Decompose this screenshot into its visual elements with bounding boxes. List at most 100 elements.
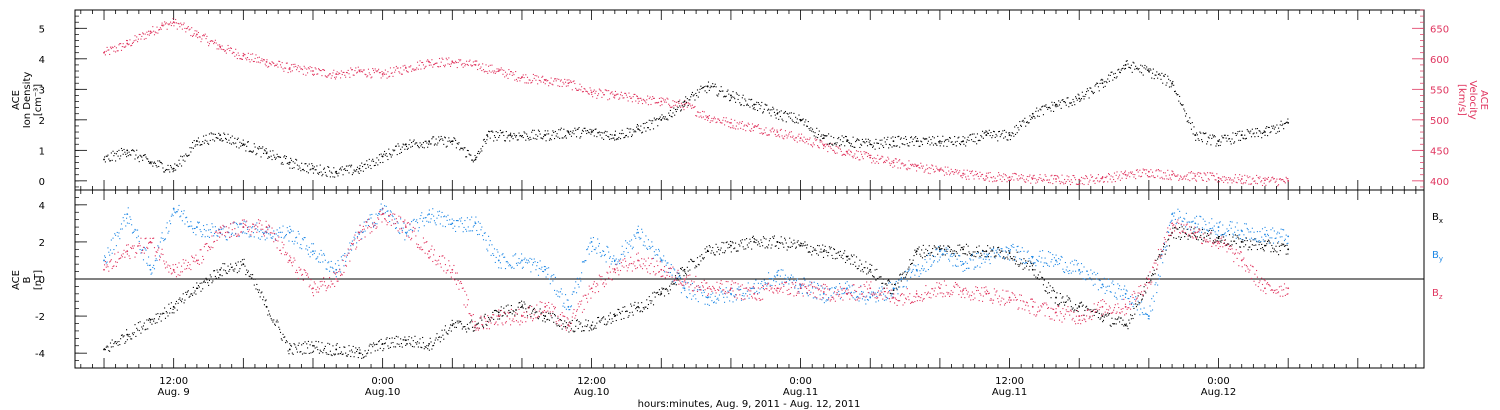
bx-sample	[113, 343, 115, 345]
bx-sample	[704, 248, 706, 250]
bx-sample	[763, 237, 765, 239]
density-sample	[1050, 110, 1052, 112]
velocity-sample	[896, 161, 898, 163]
bx-sample	[960, 247, 962, 249]
bx-sample	[541, 312, 543, 314]
density-sample	[232, 142, 234, 144]
density-sample	[1009, 132, 1011, 134]
bx-sample	[811, 250, 814, 252]
bx-sample	[503, 307, 505, 309]
velocity-sample	[232, 51, 234, 53]
density-sample	[579, 137, 581, 139]
bx-sample	[369, 343, 371, 345]
velocity-sample	[953, 173, 955, 175]
density-sample	[329, 176, 331, 178]
bx-sample	[1153, 269, 1155, 271]
density-sample	[724, 95, 726, 97]
velocity-sample	[1176, 175, 1178, 177]
velocity-sample	[325, 76, 327, 78]
velocity-sample	[677, 101, 679, 103]
density-sample	[454, 138, 456, 140]
bx-sample	[126, 329, 128, 331]
density-sample	[1081, 91, 1083, 93]
density-sample	[619, 132, 621, 134]
bx-sample	[750, 240, 752, 243]
density-sample	[166, 169, 168, 171]
density-sample	[631, 134, 633, 136]
velocity-sample	[441, 57, 443, 59]
density-sample	[854, 146, 856, 149]
bx-sample	[368, 345, 370, 347]
density-sample	[961, 141, 963, 143]
velocity-sample	[998, 172, 1000, 174]
velocity-sample	[148, 34, 150, 36]
density-sample	[1085, 93, 1087, 96]
bx-sample	[905, 276, 907, 278]
bx-sample	[846, 259, 848, 261]
velocity-sample	[159, 29, 161, 31]
velocity-sample	[1225, 177, 1227, 179]
velocity-sample	[794, 139, 796, 142]
density-sample	[1064, 101, 1066, 103]
velocity-sample	[1055, 181, 1057, 183]
bx-sample	[983, 250, 985, 253]
velocity-sample	[927, 172, 929, 174]
bx-sample	[254, 278, 256, 280]
density-sample	[164, 171, 166, 173]
velocity-sample	[1123, 173, 1125, 175]
bx-sample	[969, 253, 971, 255]
density-sample	[1248, 131, 1250, 133]
bx-sample	[248, 275, 250, 277]
velocity-sample	[910, 163, 912, 166]
velocity-sample	[251, 59, 253, 61]
bx-sample	[657, 291, 659, 293]
density-sample	[600, 131, 602, 134]
bx-sample	[251, 277, 253, 279]
bx-sample	[252, 278, 254, 280]
velocity-sample	[783, 138, 785, 140]
density-sample	[1199, 131, 1201, 133]
bx-sample	[717, 246, 719, 248]
density-sample	[882, 145, 884, 147]
density-sample	[1042, 114, 1044, 116]
density-sample	[308, 163, 310, 165]
density-sample	[895, 145, 897, 147]
density-sample	[1071, 104, 1073, 106]
density-sample	[874, 148, 876, 150]
bx-sample	[296, 348, 298, 350]
density-sample	[641, 132, 643, 134]
y-tick-label: 5	[39, 24, 45, 35]
velocity-sample	[850, 150, 852, 152]
density-sample	[1171, 84, 1173, 86]
velocity-sample	[881, 155, 883, 157]
velocity-sample	[746, 124, 748, 126]
density-sample	[860, 143, 862, 145]
bx-sample	[212, 280, 214, 282]
density-sample	[217, 137, 219, 139]
bx-sample	[226, 272, 228, 275]
density-sample	[840, 144, 842, 146]
density-sample	[273, 154, 275, 156]
velocity-sample	[755, 125, 757, 127]
bx-sample	[144, 329, 146, 331]
bx-sample	[104, 349, 106, 351]
density-sample	[115, 160, 117, 162]
density-sample	[382, 161, 384, 164]
bx-sample	[424, 346, 426, 348]
density-sample	[791, 119, 793, 121]
bx-sample	[537, 317, 539, 319]
density-sample	[400, 151, 403, 153]
bx-sample	[1250, 240, 1252, 242]
velocity-sample	[424, 66, 426, 68]
bx-sample	[471, 326, 474, 328]
bx-sample	[1273, 248, 1275, 250]
velocity-sample	[882, 156, 884, 158]
bx-sample	[759, 245, 761, 247]
velocity-sample	[1045, 175, 1047, 177]
density-sample	[360, 170, 362, 172]
bx-sample	[1127, 328, 1129, 330]
bx-sample	[514, 314, 516, 316]
density-sample	[515, 136, 517, 138]
density-sample	[612, 137, 614, 139]
density-sample	[707, 81, 710, 83]
